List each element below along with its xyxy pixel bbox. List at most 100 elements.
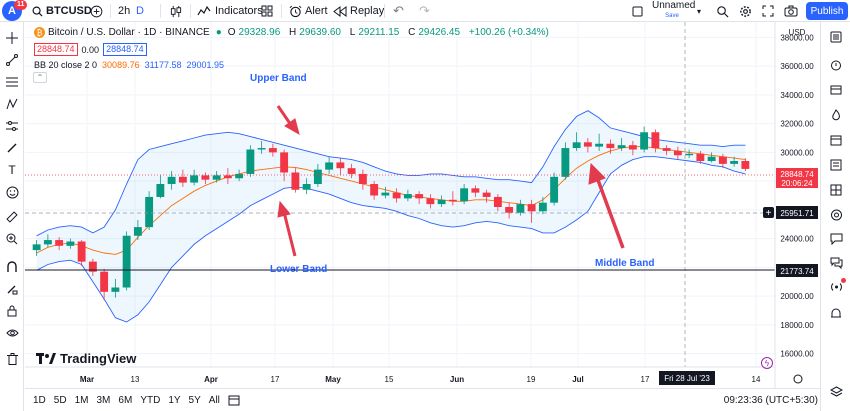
candle-body bbox=[595, 143, 604, 147]
chart-pane[interactable]: Mar 13 Apr 17 May 15 Jun 19 Jul 17 14 38000.00 3600… bbox=[25, 22, 820, 388]
candle-body bbox=[730, 161, 739, 164]
indicators-button[interactable]: Indicators bbox=[197, 3, 263, 19]
interval-button[interactable]: 2h bbox=[118, 3, 130, 19]
candle-body bbox=[257, 148, 266, 150]
bb-lower-value: 29001.95 bbox=[186, 60, 225, 70]
layout-dropdown-button[interactable]: ▾ bbox=[697, 3, 701, 19]
compare-add-button[interactable] bbox=[90, 3, 103, 19]
legend-collapse-button[interactable]: ⌃ bbox=[33, 72, 47, 83]
interval-dropdown-button[interactable]: D bbox=[136, 3, 144, 19]
user-avatar[interactable]: A 11 bbox=[2, 0, 28, 21]
text-tool[interactable]: T bbox=[5, 163, 19, 177]
zoom-tool[interactable] bbox=[5, 232, 19, 246]
undo-icon: ↶ bbox=[393, 3, 404, 18]
quick-search-button[interactable] bbox=[716, 3, 729, 19]
range-button-3m[interactable]: 3M bbox=[96, 394, 111, 406]
layouts-button[interactable] bbox=[261, 3, 273, 19]
candle-body bbox=[133, 227, 142, 236]
sell-price-button[interactable]: 28848.74 bbox=[34, 43, 78, 56]
emoji-tool[interactable] bbox=[5, 185, 19, 199]
layers-button[interactable] bbox=[829, 385, 843, 399]
plus-circle-icon bbox=[90, 5, 103, 17]
lock-tool[interactable] bbox=[5, 304, 19, 318]
undo-button[interactable]: ↶ bbox=[393, 3, 404, 19]
object-tree-button[interactable] bbox=[829, 83, 843, 97]
crosshair-tool[interactable] bbox=[5, 31, 19, 45]
forecast-tool[interactable] bbox=[5, 119, 19, 133]
middle-band-arrow bbox=[596, 179, 625, 249]
candle-body bbox=[482, 192, 491, 197]
date-range-icon[interactable] bbox=[228, 395, 240, 406]
range-button-5d[interactable]: 5D bbox=[53, 394, 67, 406]
ohlc-close: C 29426.45 bbox=[408, 27, 461, 38]
legend-title: Bitcoin / U.S. Dollar · 1D · BINANCE bbox=[48, 27, 210, 38]
smiley-icon bbox=[6, 186, 18, 198]
replay-button[interactable]: Replay bbox=[333, 3, 384, 19]
clock-timezone[interactable]: 09:23:36 (UTC+5:30) bbox=[723, 395, 818, 406]
price-chart[interactable]: Mar 13 Apr 17 May 15 Jun 19 Jul 17 14 38000.00 3600… bbox=[25, 22, 820, 388]
pattern-icon bbox=[6, 98, 18, 110]
trend-line-tool[interactable] bbox=[5, 53, 19, 67]
remove-drawings-tool[interactable] bbox=[5, 352, 19, 366]
symbol-search[interactable]: BTCUSD bbox=[32, 3, 92, 19]
measure-tool[interactable] bbox=[5, 210, 19, 224]
buy-price-button[interactable]: 28848.74 bbox=[103, 43, 147, 56]
redo-button[interactable]: ↷ bbox=[419, 3, 430, 19]
calendar-button[interactable] bbox=[829, 133, 843, 147]
candle-body bbox=[223, 175, 232, 179]
layout-name[interactable]: Unnamed Save bbox=[652, 0, 696, 21]
range-button-1d[interactable]: 1D bbox=[33, 394, 46, 406]
time-tick-label: Apr bbox=[204, 375, 218, 384]
chart-type-button[interactable] bbox=[170, 3, 182, 19]
range-button-1m[interactable]: 1M bbox=[74, 394, 89, 406]
layout-name-label: Unnamed bbox=[652, 0, 696, 11]
middle-band-line bbox=[36, 146, 746, 255]
range-button-ytd[interactable]: YTD bbox=[140, 394, 161, 406]
layout-select-button[interactable] bbox=[632, 3, 643, 19]
alert-button[interactable]: Alert bbox=[289, 3, 328, 19]
screener-button[interactable] bbox=[829, 183, 843, 197]
streams-button[interactable] bbox=[829, 278, 846, 294]
hide-drawings-tool[interactable] bbox=[5, 326, 19, 340]
notifications-button[interactable] bbox=[829, 306, 843, 320]
time-tick-label: Mar bbox=[80, 375, 94, 384]
range-button-1y[interactable]: 1Y bbox=[168, 394, 181, 406]
stay-drawing-tool[interactable] bbox=[5, 282, 19, 296]
target-icon bbox=[830, 209, 842, 221]
hotlists-button[interactable] bbox=[829, 108, 843, 122]
bb-legend[interactable]: BB 20 close 2 0 30089.76 31177.58 29001.… bbox=[34, 60, 224, 70]
symbol-label: BTCUSD bbox=[46, 5, 92, 17]
ohlc-low: L 29211.15 bbox=[349, 27, 400, 38]
snapshot-button[interactable] bbox=[784, 3, 798, 19]
range-button-all[interactable]: All bbox=[208, 394, 220, 406]
pine-editor-button[interactable] bbox=[829, 208, 843, 222]
pattern-tool[interactable] bbox=[5, 97, 19, 111]
candle-body bbox=[392, 192, 401, 199]
brush-icon bbox=[7, 143, 17, 153]
candle-body bbox=[201, 175, 210, 180]
magnet-tool[interactable] bbox=[5, 260, 19, 274]
price-tick-label: 32000.00 bbox=[780, 120, 814, 129]
chats-button[interactable] bbox=[829, 232, 843, 246]
news-button[interactable] bbox=[829, 158, 843, 172]
fullscreen-button[interactable] bbox=[762, 3, 774, 19]
alerts-panel-button[interactable] bbox=[829, 58, 843, 72]
brush-tool[interactable] bbox=[5, 141, 19, 155]
candle-body bbox=[246, 149, 255, 174]
candle-body bbox=[190, 175, 199, 183]
watchlist-button[interactable] bbox=[829, 30, 843, 44]
bb-basis-value: 30089.76 bbox=[102, 60, 140, 70]
publish-button[interactable]: Publish bbox=[806, 2, 848, 20]
range-button-6m[interactable]: 6M bbox=[118, 394, 133, 406]
upper-band-line bbox=[36, 110, 746, 237]
divider bbox=[281, 4, 282, 18]
settings-button[interactable] bbox=[739, 3, 752, 19]
price-tick-label: 34000.00 bbox=[780, 91, 814, 100]
ideas-button[interactable] bbox=[829, 256, 843, 270]
candle-body bbox=[167, 176, 176, 184]
candle-body bbox=[88, 261, 97, 272]
bitcoin-icon: ₿ bbox=[34, 27, 45, 38]
range-button-5y[interactable]: 5Y bbox=[188, 394, 201, 406]
fib-tool[interactable] bbox=[5, 75, 19, 89]
chevron-down-icon: ▾ bbox=[697, 6, 702, 16]
